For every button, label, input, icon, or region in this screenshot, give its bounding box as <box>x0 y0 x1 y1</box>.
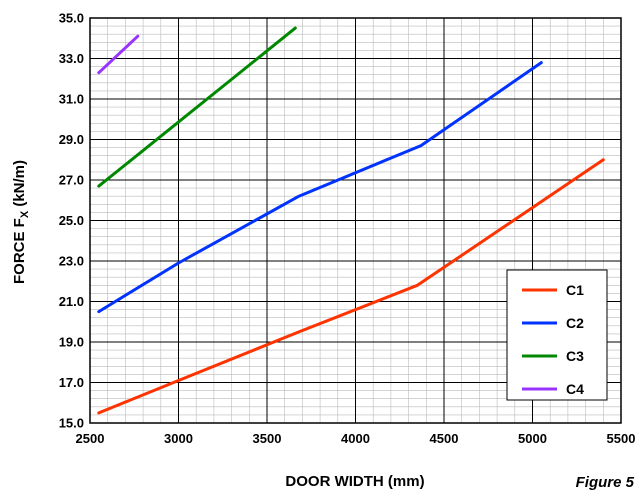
legend-label-c2: C2 <box>566 315 584 331</box>
y-tick-label: 27.0 <box>59 173 84 188</box>
series-line-c4 <box>97 34 140 75</box>
y-axis-title: FORCE FX (kN/m) <box>11 160 31 284</box>
series-line-c3 <box>97 26 297 188</box>
legend-box <box>506 269 608 401</box>
series-layer <box>97 26 605 415</box>
y-tick-label: 29.0 <box>59 132 84 147</box>
legend-label-c1: C1 <box>566 282 584 298</box>
y-tick-label: 15.0 <box>59 416 84 431</box>
y-tick-label: 31.0 <box>59 92 84 107</box>
x-tick-label: 5500 <box>607 431 636 446</box>
plot-frame <box>89 17 622 424</box>
y-tick-label: 19.0 <box>59 335 84 350</box>
series-line-c2 <box>97 61 543 314</box>
legend-label-c3: C3 <box>566 348 584 364</box>
x-tick-label: 5000 <box>518 431 547 446</box>
y-tick-label: 25.0 <box>59 213 84 228</box>
x-axis-title: DOOR WIDTH (mm) <box>285 473 424 490</box>
y-axis-title-unit: (kN/m) <box>11 160 28 211</box>
figure-caption: Figure 5 <box>576 474 635 491</box>
y-axis-title-main: FORCE F <box>11 218 28 284</box>
y-tick-label: 35.0 <box>59 11 84 26</box>
x-tick-label: 4000 <box>341 431 370 446</box>
y-tick-label: 21.0 <box>59 294 84 309</box>
y-tick-label: 17.0 <box>59 375 84 390</box>
x-tick-label: 3000 <box>164 431 193 446</box>
y-tick-label: 33.0 <box>59 51 84 66</box>
legend-label-c4: C4 <box>566 381 584 397</box>
y-tick-label: 23.0 <box>59 254 84 269</box>
x-tick-label: 2500 <box>76 431 105 446</box>
y-tick-labels: 15.0 17.0 19.0 21.0 23.0 25.0 27.0 29.0 31.0 33.0… <box>59 11 84 431</box>
y-axis-title-subscript: X <box>19 210 31 218</box>
series-line-c1 <box>97 158 605 415</box>
x-tick-labels: 2500 3000 3500 4000 4500 5000 5500 <box>76 431 636 446</box>
x-tick-label: 3500 <box>253 431 282 446</box>
x-tick-label: 4500 <box>430 431 459 446</box>
legend: C1 C2 C3 C4 <box>506 269 608 401</box>
